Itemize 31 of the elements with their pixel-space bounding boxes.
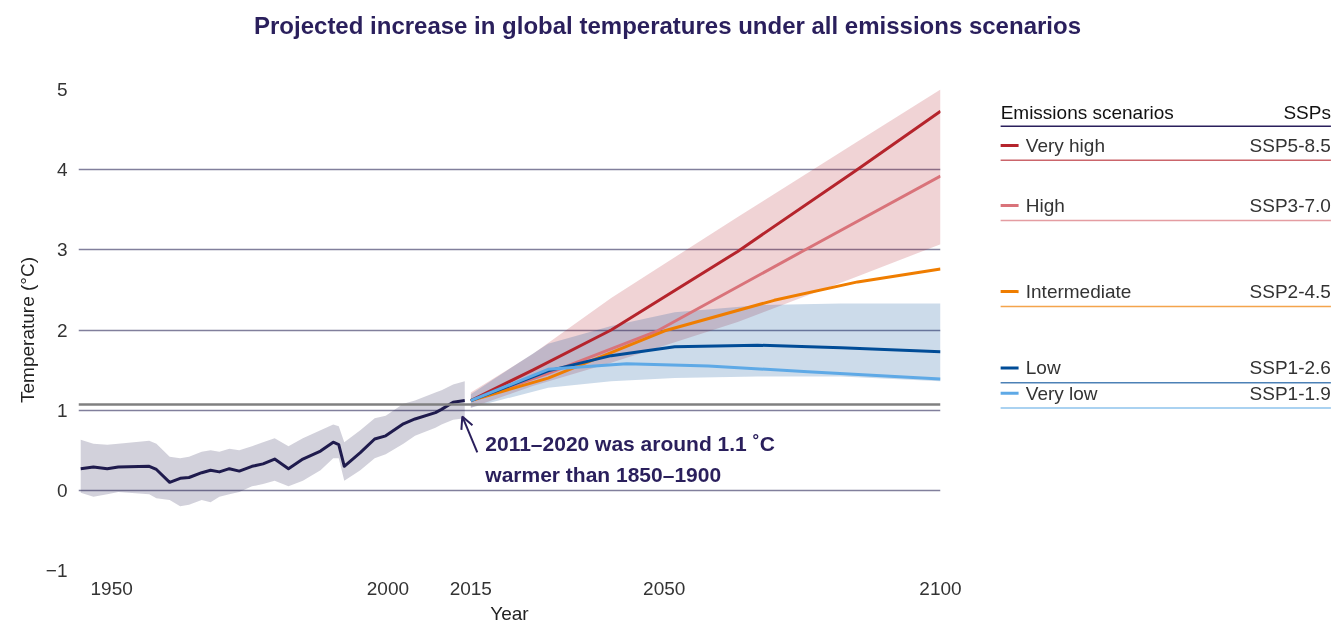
y-tick-label: −1 [45,560,68,581]
x-tick-label: 2050 [643,577,686,599]
y-axis-title: Temperature (°C) [16,257,38,403]
legend-label: Very low [1025,382,1098,404]
line-series [469,267,941,403]
y-tick-label: 5 [56,79,68,100]
text: SSP1-2.6 [1249,357,1331,379]
legend-label: Intermediate [1025,281,1132,303]
line-series [79,399,467,484]
x-tick-label: 2100 [919,577,962,599]
y-tick-label: 4 [56,159,68,181]
text: SSPs [1283,102,1331,124]
legend-title: Emissions scenarios [1000,102,1174,124]
x-tick-label: 2000 [366,577,410,599]
y-tick-label: 1 [56,399,68,421]
y-tick-label: 2 [56,319,68,341]
y-tick-label: 3 [56,239,68,261]
annotation: 2011–2020 was around 1.1 ˚C warmer than 1850–1900 [484,432,775,487]
x-tick-label: 1950 [90,577,133,599]
chart-title: Projected increase in global temperatures under all emissions scenarios [254,12,1081,39]
legend-label: Low [1025,357,1061,379]
text: SSP1-1.9 [1249,382,1331,404]
y-tick-label: 0 [56,479,68,501]
text: SSP2-4.5 [1249,281,1331,303]
x-axis-title: Year [490,602,530,624]
line-series [469,362,941,403]
text: SSP3-7.0 [1249,195,1331,217]
legend-label: High [1025,195,1065,217]
x-tick-label: 2015 [449,577,492,599]
legend-label: Very high [1025,134,1105,156]
text: SSP5-8.5 [1249,134,1331,156]
